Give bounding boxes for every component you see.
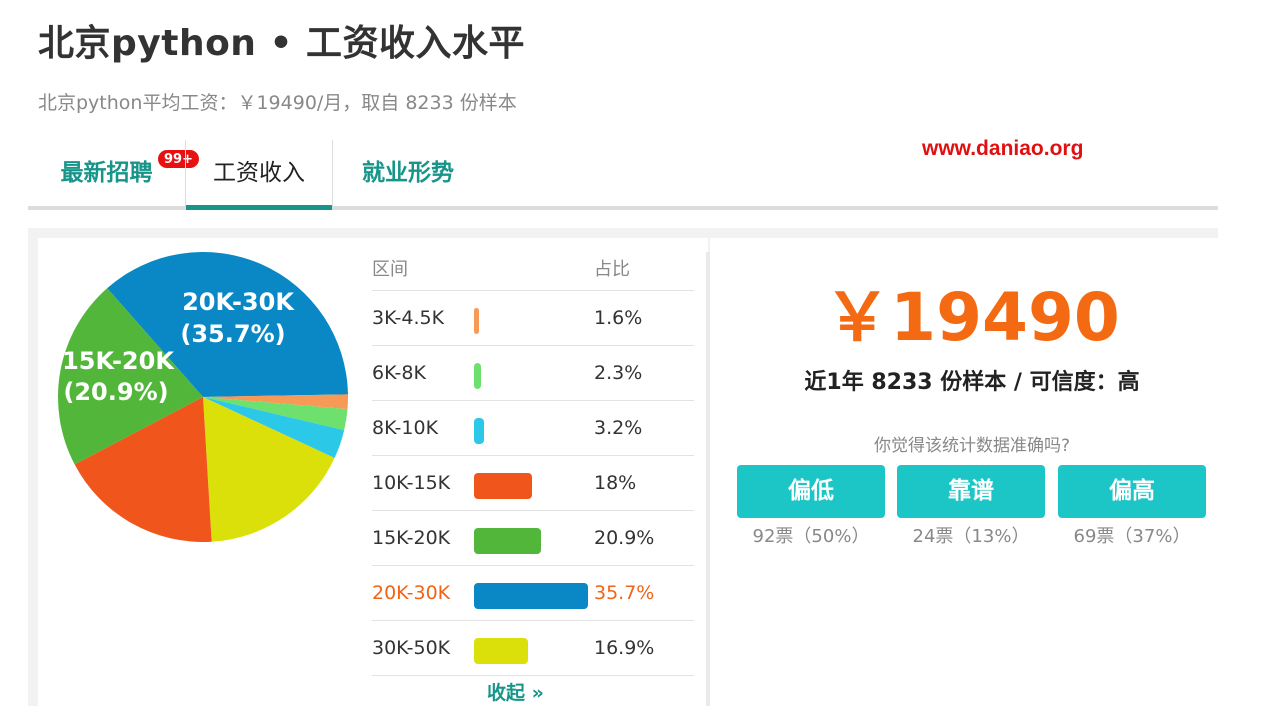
table-row: 10K-15K 18% [372, 456, 694, 511]
tab-employment-trend-label: 就业形势 [362, 160, 454, 186]
pie-slice [203, 394, 348, 410]
row-bar [474, 638, 529, 664]
vote-too-low-count: 92票（50%） [752, 526, 870, 547]
tab-latest-jobs[interactable]: 最新招聘 99+ [28, 140, 201, 206]
row-percent: 16.9% [594, 637, 655, 659]
average-salary-value: ￥19490 [824, 279, 1120, 356]
table-row: 8K-10K 3.2% [372, 401, 694, 456]
table-row: 3K-4.5K 1.6% [372, 291, 694, 346]
row-range: 30K-50K [372, 637, 451, 659]
tab-latest-jobs-label: 最新招聘 [60, 160, 153, 186]
row-percent: 18% [594, 472, 637, 494]
row-range: 10K-15K [372, 472, 451, 494]
row-percent: 20.9% [594, 527, 655, 549]
distribution-table-header: 区间 占比 [372, 255, 694, 291]
tab-salary-income[interactable]: 工资收入 [185, 140, 333, 210]
row-bar [474, 363, 482, 389]
accuracy-question: 你觉得该统计数据准确吗? [873, 436, 1071, 456]
card-divider [706, 252, 710, 706]
watermark: www.daniao.org [922, 137, 1084, 160]
pie-slice [107, 252, 348, 397]
row-bar [474, 308, 480, 334]
page-title: 北京python • 工资收入水平 [38, 23, 526, 64]
row-bar [474, 528, 541, 554]
row-bar [474, 583, 589, 609]
vote-reliable-count: 24票（13%） [912, 526, 1030, 547]
pie-slice [203, 397, 345, 458]
vote-reliable-button[interactable]: 靠谱 [897, 465, 1045, 518]
table-row: 6K-8K 2.3% [372, 346, 694, 401]
average-salary-subtitle: 北京python平均工资：￥19490/月，取自 8233 份样本 [38, 92, 517, 114]
pie-label-20k-30k-pct: (35.7%) [180, 320, 285, 348]
sample-info: 近1年 8233 份样本 / 可信度：高 [804, 370, 1140, 395]
pie-label-15k-20k-pct: (20.9%) [63, 378, 168, 406]
row-range: 15K-20K [372, 527, 451, 549]
collapse-link[interactable]: 收起 » [487, 682, 544, 704]
row-percent: 3.2% [594, 417, 643, 439]
pie-slice [203, 397, 348, 431]
pie-slice [203, 397, 335, 542]
row-percent: 1.6% [594, 307, 643, 329]
table-row: 15K-20K 20.9% [372, 511, 694, 566]
row-percent: 2.3% [594, 362, 643, 384]
row-bar [474, 473, 532, 499]
row-bar [474, 418, 485, 444]
tab-salary-income-label: 工资收入 [213, 160, 305, 186]
tab-bar: 最新招聘 99+ 工资收入 就业形势 [28, 140, 1218, 210]
vote-too-high-count: 69票（37%） [1073, 526, 1191, 547]
row-percent: 35.7% [594, 582, 655, 604]
pie-slice [58, 288, 203, 465]
vote-too-low-button[interactable]: 偏低 [737, 465, 885, 518]
salary-pie-chart: 20K-30K (35.7%) 15K-20K (20.9%) [58, 252, 348, 542]
header-range: 区间 [372, 259, 408, 280]
pie-label-20k-30k-range: 20K-30K [182, 288, 295, 316]
row-range: 20K-30K [372, 582, 451, 604]
tab-employment-trend[interactable]: 就业形势 [333, 140, 483, 206]
pie-label-15k-20k-range: 15K-20K [62, 347, 175, 375]
table-row: 20K-30K 35.7% [372, 566, 694, 621]
pie-slice [74, 397, 212, 542]
row-range: 3K-4.5K [372, 307, 445, 329]
table-row: 30K-50K 16.9% [372, 621, 694, 676]
row-range: 6K-8K [372, 362, 426, 384]
vote-too-high-button[interactable]: 偏高 [1058, 465, 1206, 518]
row-range: 8K-10K [372, 417, 439, 439]
header-percent: 占比 [594, 259, 630, 280]
